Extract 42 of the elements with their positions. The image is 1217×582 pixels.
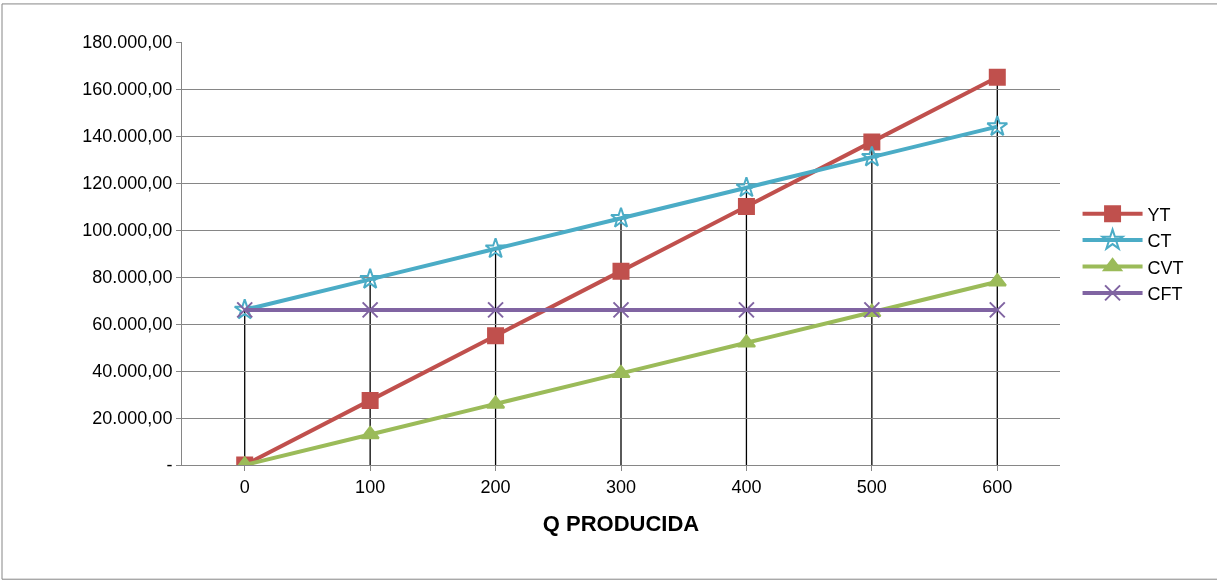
legend-label: CT	[1147, 231, 1172, 252]
x-tick-label: 600	[982, 476, 1013, 497]
y-tick-label: 80.000,00	[92, 267, 173, 288]
point	[988, 68, 1006, 86]
y-tick-label: 140.000,00	[82, 126, 173, 147]
point	[361, 391, 379, 409]
legend-label: CFT	[1147, 283, 1183, 304]
y-tick-label: 100.000,00	[82, 220, 173, 241]
y-tick-label: 20.000,00	[92, 408, 173, 429]
y-tick-label: 60.000,00	[92, 314, 173, 335]
point	[987, 273, 1007, 287]
legend-label: YT	[1147, 204, 1171, 225]
point	[612, 301, 630, 319]
point	[360, 425, 380, 440]
point	[737, 198, 755, 215]
point	[735, 176, 758, 198]
point	[988, 301, 1006, 319]
point	[361, 301, 379, 319]
x-tick-label: 0	[239, 476, 250, 497]
point	[737, 301, 755, 319]
x-tick-label: 200	[480, 476, 511, 497]
point	[611, 364, 631, 379]
y-tick-label: 40.000,00	[92, 361, 173, 382]
y-tick-label: -	[166, 455, 173, 476]
x-tick-label: 300	[605, 476, 637, 497]
point	[612, 262, 630, 280]
x-tick-label: 400	[731, 476, 762, 497]
point	[487, 301, 505, 319]
point	[860, 145, 883, 167]
y-tick-label: 160.000,00	[82, 79, 173, 100]
point	[484, 237, 507, 259]
point	[986, 115, 1009, 137]
y-tick-label: 180.000,00	[82, 32, 173, 53]
x-tick-label: 500	[856, 476, 887, 497]
point	[610, 206, 632, 228]
point	[863, 133, 881, 151]
point	[487, 327, 505, 345]
x-axis-title: Q PRODUCIDA	[542, 511, 700, 537]
y-tick-label: 120.000,00	[82, 173, 173, 194]
x-tick-label: 100	[355, 476, 386, 497]
point	[359, 267, 382, 289]
legend-label: CVT	[1147, 257, 1184, 278]
